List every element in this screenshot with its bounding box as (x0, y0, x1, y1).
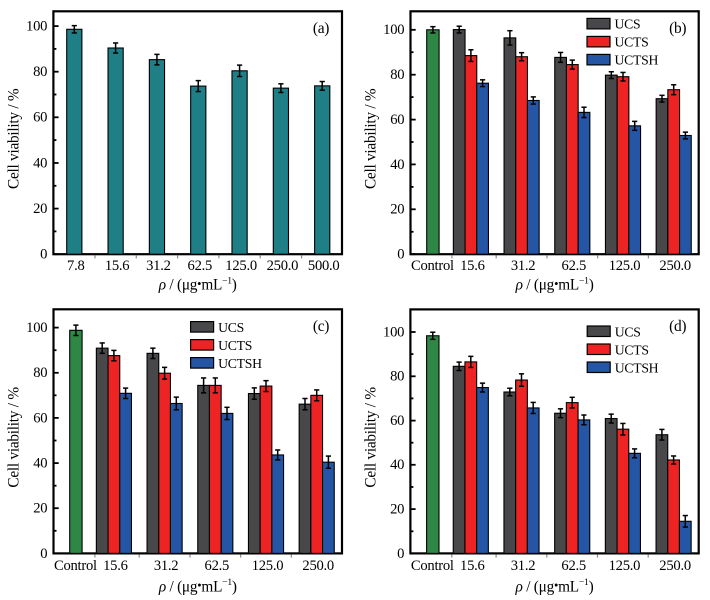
svg-text:62.5: 62.5 (205, 558, 230, 574)
svg-text:(d): (d) (669, 318, 686, 335)
svg-text:40: 40 (390, 457, 404, 473)
svg-text:ρ / (μg•mL−1): ρ / (μg•mL−1) (158, 275, 237, 293)
svg-text:31.2: 31.2 (511, 258, 536, 274)
svg-text:UCS: UCS (615, 324, 641, 339)
svg-text:80: 80 (33, 365, 47, 381)
svg-text:125.0: 125.0 (225, 258, 257, 274)
svg-text:60: 60 (390, 413, 404, 429)
svg-text:7.8: 7.8 (67, 258, 85, 274)
svg-text:UCTS: UCTS (615, 35, 649, 50)
svg-text:15.6: 15.6 (460, 258, 485, 274)
svg-text:100: 100 (26, 320, 47, 336)
svg-text:Cell viability / %: Cell viability / % (363, 88, 380, 189)
svg-text:20: 20 (390, 202, 404, 218)
svg-text:(a): (a) (313, 20, 329, 37)
svg-text:20: 20 (33, 501, 47, 517)
svg-text:31.2: 31.2 (146, 258, 171, 274)
svg-text:60: 60 (390, 112, 404, 128)
svg-text:40: 40 (33, 456, 47, 472)
svg-text:UCTS: UCTS (615, 342, 649, 357)
svg-text:Cell viability / %: Cell viability / % (6, 387, 23, 488)
svg-text:31.2: 31.2 (511, 558, 536, 574)
svg-text:Cell viability / %: Cell viability / % (362, 387, 379, 488)
svg-text:UCTSH: UCTSH (218, 356, 262, 371)
svg-text:125.0: 125.0 (252, 558, 284, 574)
svg-text:ρ / (μg•mL−1): ρ / (μg•mL−1) (515, 275, 594, 293)
svg-text:UCS: UCS (218, 320, 244, 335)
svg-text:250.0: 250.0 (659, 558, 691, 574)
svg-text:250.0: 250.0 (302, 558, 334, 574)
svg-text:ρ / (μg•mL−1): ρ / (μg•mL−1) (158, 577, 237, 595)
svg-text:60: 60 (33, 110, 47, 126)
svg-text:0: 0 (397, 247, 404, 263)
svg-text:125.0: 125.0 (609, 258, 641, 274)
svg-text:15.6: 15.6 (103, 558, 128, 574)
svg-text:250.0: 250.0 (267, 258, 299, 274)
svg-text:Cell viability / %: Cell viability / % (5, 88, 22, 189)
svg-text:15.6: 15.6 (105, 258, 130, 274)
svg-text:31.2: 31.2 (154, 558, 179, 574)
svg-text:15.6: 15.6 (460, 558, 485, 574)
svg-text:0: 0 (40, 546, 47, 562)
svg-text:100: 100 (26, 19, 47, 35)
svg-text:100: 100 (383, 324, 404, 340)
svg-text:UCTSH: UCTSH (615, 360, 659, 375)
svg-text:80: 80 (33, 64, 47, 80)
svg-text:UCS: UCS (615, 17, 641, 32)
svg-text:20: 20 (33, 201, 47, 217)
svg-text:500.0: 500.0 (308, 258, 340, 274)
svg-text:40: 40 (390, 157, 404, 173)
svg-text:125.0: 125.0 (609, 558, 641, 574)
svg-text:UCTSH: UCTSH (615, 53, 659, 68)
svg-text:Control: Control (411, 558, 454, 574)
svg-text:40: 40 (33, 155, 47, 171)
svg-text:100: 100 (383, 22, 404, 38)
svg-text:20: 20 (390, 502, 404, 518)
svg-text:60: 60 (33, 410, 47, 426)
svg-text:ρ / (μg•mL−1): ρ / (μg•mL−1) (515, 577, 594, 595)
svg-text:80: 80 (390, 67, 404, 83)
svg-text:UCTS: UCTS (218, 338, 252, 353)
svg-text:80: 80 (390, 369, 404, 385)
svg-text:Control: Control (54, 558, 97, 574)
svg-text:62.5: 62.5 (562, 258, 587, 274)
svg-text:62.5: 62.5 (188, 258, 213, 274)
svg-text:0: 0 (397, 546, 404, 562)
svg-text:62.5: 62.5 (561, 558, 586, 574)
svg-text:250.0: 250.0 (659, 258, 691, 274)
svg-text:0: 0 (40, 247, 47, 263)
svg-text:(c): (c) (313, 318, 329, 335)
svg-text:(b): (b) (669, 20, 686, 37)
svg-text:Control: Control (411, 258, 454, 274)
